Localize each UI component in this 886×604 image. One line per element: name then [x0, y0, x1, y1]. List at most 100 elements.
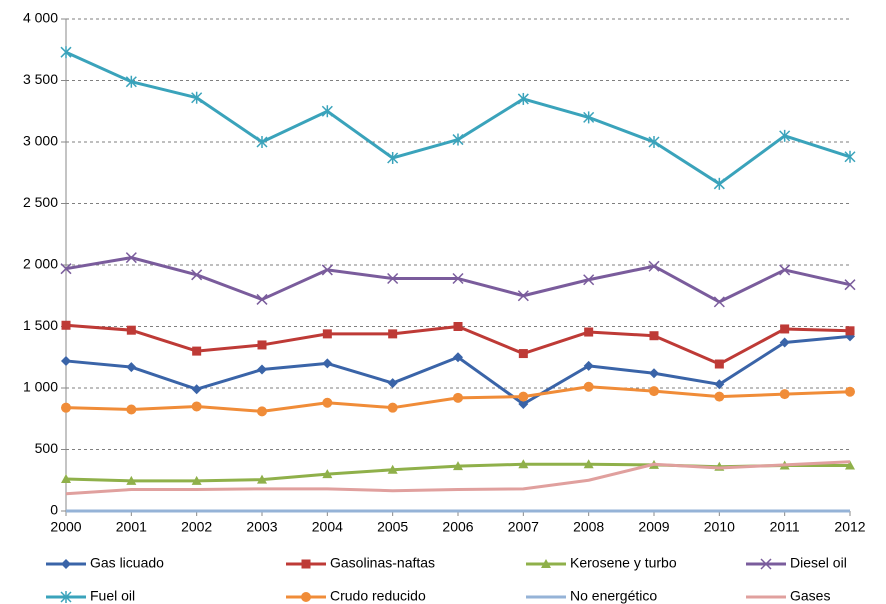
- data-point: [191, 401, 202, 412]
- data-point: [387, 378, 398, 389]
- data-point: [583, 111, 595, 124]
- data-point: [452, 272, 464, 285]
- data-point: [779, 389, 790, 400]
- y-tick-label: 4 000: [23, 10, 58, 26]
- data-point: [780, 324, 790, 334]
- marker-stroke: [760, 558, 772, 570]
- data-point: [583, 459, 594, 469]
- data-point: [779, 129, 791, 142]
- data-point: [714, 391, 725, 402]
- x-tick-label: 2003: [246, 519, 277, 535]
- data-point: [453, 392, 463, 403]
- data-point: [256, 136, 268, 148]
- y-tick-label: 2 500: [23, 194, 58, 210]
- data-point: [713, 177, 725, 190]
- data-point: [452, 133, 464, 146]
- data-point: [648, 136, 660, 148]
- x-tick-label: 2012: [834, 519, 865, 535]
- x-tick-label: 2006: [442, 519, 473, 535]
- data-point: [321, 264, 333, 276]
- legend-label: Kerosene y turbo: [570, 555, 677, 571]
- data-point: [192, 346, 202, 356]
- marker-stroke: [321, 264, 333, 276]
- data-point: [321, 105, 333, 118]
- data-point: [61, 402, 71, 413]
- data-point: [387, 151, 399, 164]
- data-point: [257, 406, 267, 417]
- data-point: [518, 391, 529, 402]
- data-point: [517, 290, 529, 302]
- data-point: [845, 326, 855, 336]
- marker-stroke: [60, 263, 72, 275]
- data-point: [191, 269, 203, 281]
- legend-marker: [301, 559, 311, 569]
- y-tick-label: 2 000: [23, 256, 58, 272]
- y-tick-label: 1 000: [23, 379, 58, 395]
- data-point: [453, 352, 463, 363]
- data-point: [322, 329, 332, 339]
- y-tick-label: 0: [50, 502, 58, 518]
- data-point: [256, 293, 268, 305]
- y-tick-label: 3 500: [23, 71, 58, 87]
- data-point: [714, 359, 724, 369]
- data-point: [191, 475, 202, 485]
- series-line: [65, 256, 851, 304]
- x-tick-label: 2001: [116, 519, 147, 535]
- x-tick-label: 2009: [638, 519, 669, 535]
- data-point: [845, 460, 855, 470]
- marker-stroke: [517, 290, 529, 302]
- legend-label: No energético: [570, 588, 657, 604]
- data-point: [845, 386, 855, 397]
- marker-stroke: [125, 252, 137, 264]
- x-tick-label: 2011: [770, 519, 800, 535]
- data-point: [61, 355, 71, 366]
- legend-label: Gasolinas-naftas: [330, 555, 435, 571]
- data-point: [191, 91, 203, 104]
- data-point: [322, 469, 333, 479]
- data-point: [387, 464, 398, 474]
- y-tick-label: 500: [35, 440, 59, 456]
- data-point: [453, 322, 463, 331]
- data-point: [322, 358, 333, 369]
- series-line: [65, 50, 851, 186]
- data-point: [649, 331, 659, 341]
- y-tick-label: 3 000: [23, 133, 58, 149]
- x-tick-label: 2007: [508, 519, 539, 535]
- data-point: [584, 327, 594, 337]
- y-tick-label: 1 500: [23, 317, 58, 333]
- x-tick-label: 2000: [50, 519, 81, 535]
- legend-marker: [760, 558, 772, 570]
- data-point: [388, 329, 398, 339]
- data-point: [713, 296, 725, 308]
- data-point: [60, 263, 72, 275]
- data-point: [257, 340, 267, 350]
- data-point: [648, 260, 660, 272]
- data-point: [583, 381, 594, 392]
- marker-stroke: [648, 260, 660, 272]
- marker-stroke: [713, 296, 725, 308]
- data-point: [125, 75, 137, 88]
- marker-stroke: [387, 272, 399, 285]
- data-point: [126, 325, 136, 335]
- marker-stroke: [452, 272, 464, 285]
- data-point: [453, 461, 463, 471]
- legend-label: Crudo reducido: [330, 588, 426, 604]
- x-tick-label: 2002: [181, 519, 212, 535]
- legend-label: Diesel oil: [790, 555, 847, 571]
- data-point: [257, 364, 267, 375]
- x-tick-label: 2004: [312, 519, 343, 535]
- data-point: [61, 474, 71, 484]
- marker-stroke: [844, 279, 856, 291]
- x-tick-label: 2008: [573, 519, 604, 535]
- data-point: [583, 360, 594, 371]
- x-tick-label: 2005: [377, 519, 408, 535]
- legend-marker: [301, 592, 311, 602]
- marker-stroke: [779, 264, 791, 276]
- data-point: [517, 92, 529, 105]
- data-point: [779, 337, 790, 348]
- legend-marker: [541, 559, 551, 568]
- data-point: [583, 274, 595, 286]
- marker-stroke: [583, 274, 595, 286]
- data-point: [779, 264, 791, 276]
